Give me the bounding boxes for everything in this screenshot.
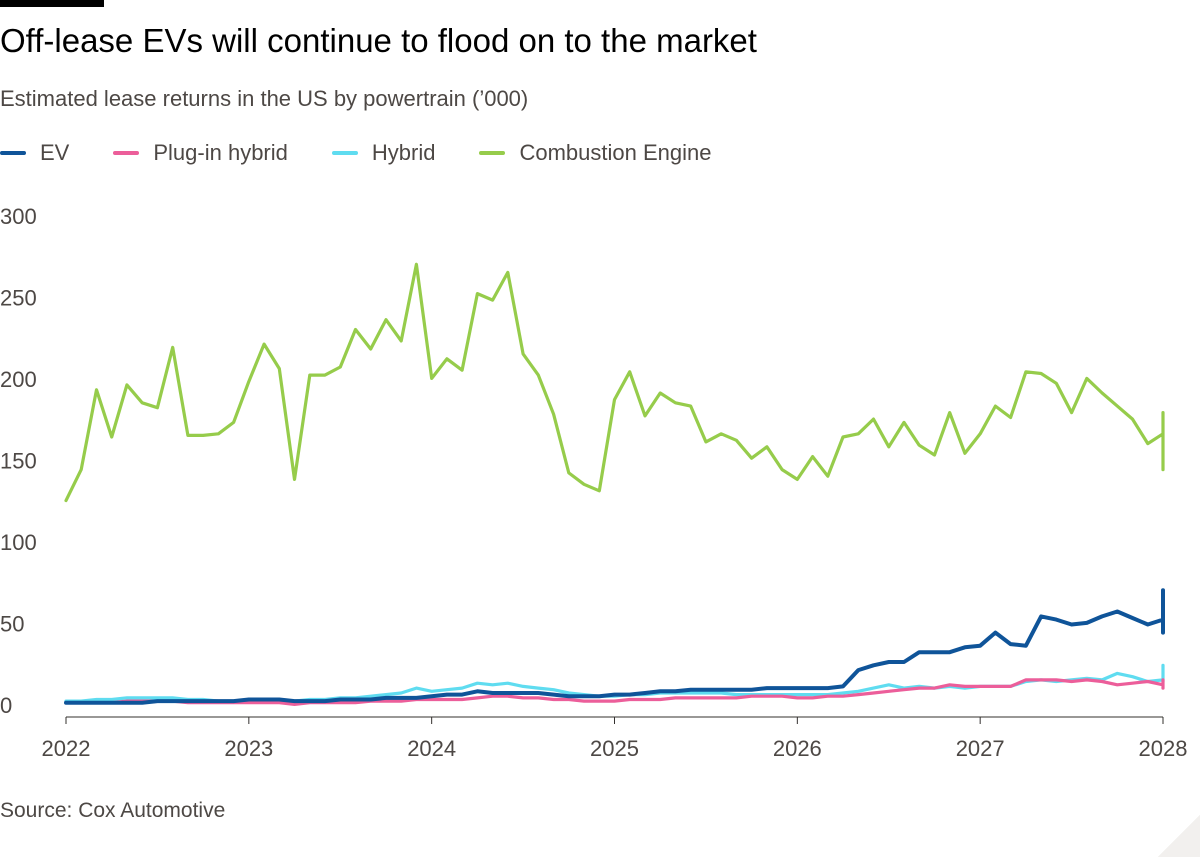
series-line-ev [64, 588, 1165, 705]
brand-bar [0, 0, 104, 7]
y-tick-label-50: 50 [0, 612, 24, 637]
x-tick-label-2025: 2025 [590, 736, 639, 761]
legend-item-ev: EV [0, 140, 69, 166]
series-line-combustion-engine [64, 262, 1165, 503]
x-tick-label-2027: 2027 [956, 736, 1005, 761]
legend-item-hybrid: Hybrid [331, 140, 436, 166]
x-tick-label-2023: 2023 [224, 736, 273, 761]
chart-subtitle: Estimated lease returns in the US by pow… [0, 86, 529, 111]
chart-title: Off-lease EVs will continue to flood on … [0, 22, 757, 59]
legend-label-ev: EV [40, 140, 70, 165]
legend-swatch-combustion-engine [479, 151, 506, 155]
legend-swatch-ev [0, 151, 26, 155]
legend-label-combustion-engine: Combustion Engine [519, 140, 712, 165]
legend-swatch-hybrid [331, 151, 358, 155]
x-tick-label-2028: 2028 [1139, 736, 1188, 761]
legend-swatch-plug-in-hybrid [113, 151, 140, 155]
series-line-plug-in-hybrid [64, 678, 1165, 707]
chart-legend: EV Plug-in hybrid Hybrid Combustion Engi… [0, 139, 755, 167]
page-curl-decoration [1158, 815, 1200, 857]
x-tick-label-2022: 2022 [42, 736, 91, 761]
y-tick-label-250: 250 [0, 286, 37, 311]
y-tick-label-150: 150 [0, 449, 37, 474]
legend-label-plug-in-hybrid: Plug-in hybrid [153, 140, 288, 165]
y-tick-label-300: 300 [0, 204, 37, 229]
legend-item-plug-in-hybrid: Plug-in hybrid [113, 140, 288, 166]
y-tick-label-200: 200 [0, 367, 37, 392]
x-tick-label-2024: 2024 [407, 736, 456, 761]
legend-label-hybrid: Hybrid [371, 140, 436, 165]
source-note: Source: Cox Automotive [0, 799, 226, 822]
legend-item-combustion-engine: Combustion Engine [479, 140, 711, 166]
x-tick-label-2026: 2026 [773, 736, 822, 761]
line-chart: 0 50 100 150 200 250 300 2022 2023 2024 2025 2026 20… [0, 204, 1188, 761]
y-tick-label-0: 0 [0, 693, 12, 718]
y-tick-label-100: 100 [0, 530, 37, 555]
